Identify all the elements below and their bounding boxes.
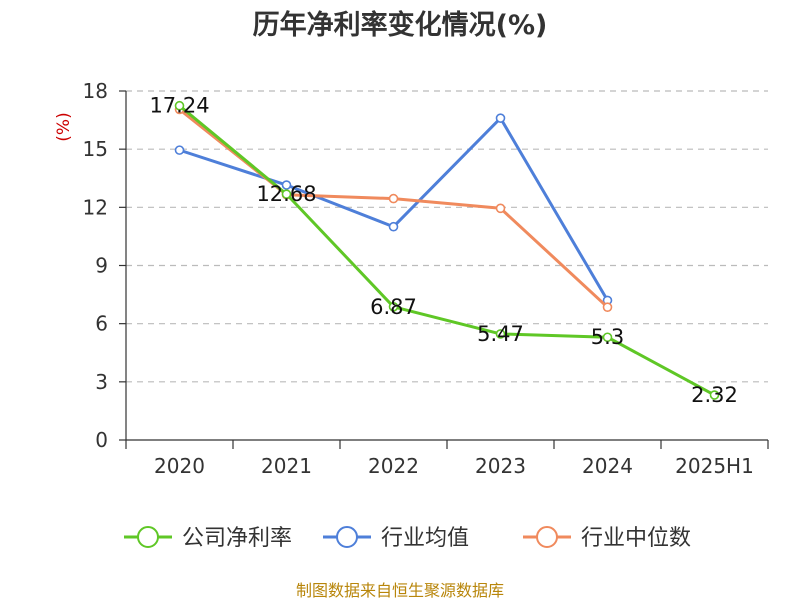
y-tick-label: 12 bbox=[83, 195, 108, 219]
data-label: 12.68 bbox=[256, 182, 316, 206]
legend-item: 公司净利率 bbox=[124, 526, 292, 551]
x-tick-label: 2024 bbox=[582, 454, 633, 478]
data-labels: 17.24 12.68 6.87 5.47 5.3 2.32 bbox=[149, 94, 737, 407]
source-note: 制图数据来自恒生聚源数据库 bbox=[296, 581, 504, 600]
data-point bbox=[174, 100, 185, 111]
series-0 bbox=[174, 100, 720, 400]
data-point bbox=[495, 113, 506, 123]
y-axis-label: (%) bbox=[54, 112, 74, 141]
series-2 bbox=[174, 104, 613, 312]
grid-lines bbox=[126, 90, 768, 383]
x-tick-label: 2021 bbox=[261, 454, 312, 478]
data-point bbox=[388, 193, 399, 204]
x-tick-label: 2023 bbox=[475, 454, 526, 478]
series-line bbox=[178, 108, 609, 309]
y-tick-label: 6 bbox=[95, 312, 108, 336]
x-tick-label: 2022 bbox=[368, 454, 419, 478]
data-point bbox=[281, 189, 292, 199]
y-tick-label: 18 bbox=[83, 79, 108, 103]
data-label: 2.32 bbox=[691, 383, 738, 407]
y-tick-label: 15 bbox=[83, 137, 108, 161]
legend-label: 行业中位数 bbox=[581, 526, 691, 551]
data-label: 6.87 bbox=[370, 295, 417, 319]
series-1 bbox=[174, 113, 613, 306]
legend: 公司净利率 行业均值 行业中位数 bbox=[124, 526, 691, 551]
legend-item: 行业均值 bbox=[323, 526, 469, 551]
legend-label: 公司净利率 bbox=[182, 526, 292, 551]
axes: 0 3 6 9 12 15 18 2020 2021 2022 2023 2024 2025H1 bbox=[83, 79, 769, 478]
legend-marker bbox=[536, 526, 558, 548]
data-point bbox=[495, 329, 506, 339]
x-tick-label: 2020 bbox=[154, 454, 205, 478]
legend-marker bbox=[336, 526, 358, 548]
y-tick-label: 3 bbox=[95, 370, 108, 394]
data-label: 5.47 bbox=[477, 322, 524, 346]
data-label: 17.24 bbox=[149, 94, 209, 118]
series-line bbox=[179, 116, 609, 302]
data-point bbox=[388, 221, 399, 232]
data-point bbox=[709, 390, 720, 400]
legend-label: 行业均值 bbox=[381, 526, 469, 551]
data-point bbox=[174, 145, 185, 155]
legend-marker bbox=[137, 526, 159, 548]
y-tick-label: 0 bbox=[95, 428, 108, 452]
series-line bbox=[178, 104, 716, 397]
chart-title: 历年净利率变化情况(%) bbox=[253, 9, 548, 41]
series-layer bbox=[174, 100, 720, 400]
data-point bbox=[602, 302, 613, 312]
data-label: 5.3 bbox=[591, 325, 624, 349]
data-point bbox=[281, 180, 292, 190]
data-point bbox=[495, 203, 506, 214]
y-tick-label: 9 bbox=[95, 254, 108, 278]
data-point bbox=[602, 332, 613, 343]
legend-item: 行业中位数 bbox=[523, 526, 691, 551]
data-point bbox=[388, 301, 399, 312]
x-tick-label: 2025H1 bbox=[675, 454, 754, 478]
